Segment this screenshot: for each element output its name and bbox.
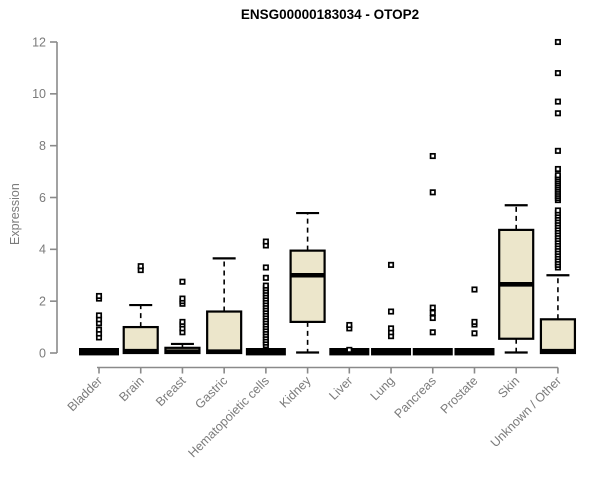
- x-category-label: Unknown / Other: [488, 374, 564, 450]
- boxplot-unknown-other: [539, 38, 577, 355]
- outlier-point: [346, 346, 353, 353]
- outlier-point: [554, 70, 561, 77]
- x-category-label: Kidney: [277, 373, 314, 410]
- x-category-label: Liver: [326, 374, 355, 403]
- outlier-point: [262, 282, 269, 289]
- collapsed-box: [245, 348, 286, 356]
- y-tick-label: 10: [32, 87, 46, 101]
- outlier-point: [554, 207, 561, 214]
- y-axis: 0 2 4 6 8 10 12: [32, 35, 58, 360]
- outlier-point: [429, 189, 436, 196]
- outlier-point: [554, 38, 561, 46]
- boxplot-breast: [164, 278, 201, 355]
- boxplot-liver: [329, 321, 370, 356]
- outlier-point: [471, 318, 478, 325]
- outlier-point: [95, 312, 103, 319]
- boxplot-skin: [498, 204, 535, 354]
- outlier-point: [471, 330, 478, 337]
- boxplot-kidney: [289, 211, 326, 354]
- outlier-point: [387, 325, 395, 332]
- x-category-label: Prostate: [438, 374, 481, 417]
- outlier-point: [346, 321, 353, 329]
- boxplot-lung: [371, 261, 412, 356]
- y-tick-label: 12: [32, 35, 46, 49]
- y-tick-label: 0: [39, 346, 46, 360]
- outlier-point: [554, 110, 561, 117]
- outlier-point: [429, 314, 436, 322]
- outlier-point: [429, 152, 436, 160]
- x-category-label: Breast: [153, 373, 189, 409]
- outlier-point: [179, 295, 186, 302]
- outlier-point: [471, 286, 478, 293]
- outlier-point: [554, 98, 561, 105]
- collapsed-box: [454, 348, 495, 356]
- outlier-point: [554, 172, 561, 179]
- outlier-point: [179, 278, 186, 285]
- x-category-label: Pancreas: [392, 374, 439, 421]
- box-iqr: [539, 318, 577, 355]
- y-tick-label: 4: [39, 243, 46, 257]
- outlier-point: [554, 147, 561, 154]
- x-category-label: Hematopoietic cells: [185, 374, 272, 461]
- box-iqr: [206, 310, 243, 355]
- boxplot-hematopoietic-cells: [245, 238, 286, 356]
- y-tick-label: 6: [39, 191, 46, 205]
- outlier-point: [429, 309, 436, 316]
- boxplot-bladder: [79, 292, 119, 356]
- outlier-point: [387, 308, 395, 315]
- outlier-point: [262, 238, 269, 245]
- y-tick-label: 8: [39, 139, 46, 153]
- outlier-point: [429, 304, 436, 311]
- y-tick-label: 2: [39, 294, 46, 308]
- outlier-point: [554, 165, 561, 173]
- x-category-label: Brain: [116, 374, 147, 405]
- x-category-label: Gastric: [192, 374, 230, 412]
- outlier-point: [137, 263, 144, 270]
- outlier-point: [95, 292, 103, 300]
- outlier-point: [179, 318, 186, 325]
- x-category-label: Skin: [495, 374, 522, 401]
- outlier-point: [429, 329, 436, 336]
- collapsed-box: [371, 348, 412, 356]
- boxplot-prostate: [454, 286, 495, 356]
- boxplot-gastric: [206, 257, 243, 355]
- collapsed-box: [79, 348, 119, 356]
- outlier-point: [262, 274, 269, 281]
- boxplot-brain: [122, 263, 159, 355]
- outlier-point: [95, 326, 103, 333]
- x-category-label: Bladder: [65, 374, 105, 414]
- x-category-label: Lung: [368, 374, 398, 404]
- boxplot-pancreas: [412, 152, 453, 356]
- outlier-point: [387, 261, 395, 268]
- collapsed-box: [412, 348, 453, 356]
- chart-title: ENSG00000183034 - OTOP2: [240, 7, 420, 22]
- outlier-point: [262, 264, 269, 271]
- box-iqr: [289, 249, 326, 324]
